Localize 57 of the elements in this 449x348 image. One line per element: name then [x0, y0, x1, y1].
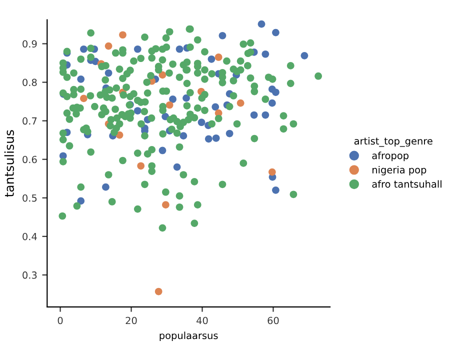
x-tick-label: 20	[126, 316, 137, 324]
point	[204, 135, 212, 143]
point	[134, 45, 142, 53]
point	[262, 50, 270, 58]
point	[258, 20, 266, 28]
point	[80, 94, 88, 102]
point	[180, 132, 188, 140]
x-tick-label: 60	[268, 316, 279, 324]
y-tick-label: 0.5	[22, 194, 37, 202]
y-tick-label: 0.3	[22, 271, 37, 279]
y-tick-label: 0.8	[22, 78, 37, 86]
point	[208, 55, 216, 63]
point	[198, 118, 206, 126]
point	[158, 71, 166, 79]
x-tick-label: 40	[196, 316, 208, 324]
point	[102, 183, 110, 191]
point	[154, 288, 162, 296]
point	[236, 99, 244, 107]
point	[272, 88, 280, 96]
legend-label: nigeria pop	[372, 166, 426, 176]
point	[272, 28, 280, 36]
point	[268, 99, 276, 107]
point	[268, 168, 276, 176]
y-tick-label: 0.6	[22, 156, 37, 164]
point	[158, 146, 166, 154]
point	[77, 197, 85, 205]
point	[134, 107, 142, 114]
point	[166, 101, 174, 109]
point	[182, 94, 190, 102]
point	[218, 32, 226, 40]
legend-label: afro tantsuhall	[372, 180, 442, 188]
legend-title: artist_top_genre	[354, 137, 432, 147]
point	[119, 31, 126, 39]
y-tick-label: 0.7	[22, 117, 37, 125]
point	[77, 76, 85, 83]
point	[226, 130, 234, 138]
point	[272, 186, 280, 194]
point	[300, 52, 308, 60]
point	[212, 103, 220, 111]
point	[104, 69, 112, 77]
point	[104, 42, 112, 50]
point	[214, 54, 222, 61]
legend-label: afropop	[372, 152, 409, 162]
y-tick-label: 0.4	[22, 232, 37, 240]
point	[212, 134, 220, 142]
x-tick-label: 0	[58, 316, 63, 324]
x-axis-title: populaarsus	[160, 332, 218, 342]
point	[80, 45, 88, 53]
point	[250, 111, 258, 119]
point	[262, 111, 270, 119]
y-axis-title: tantsulisus	[4, 130, 14, 197]
point	[173, 163, 181, 171]
point	[169, 96, 176, 103]
point	[162, 201, 170, 208]
y-tick-label: 0.9	[22, 40, 37, 48]
point	[176, 45, 184, 53]
point	[137, 162, 145, 170]
